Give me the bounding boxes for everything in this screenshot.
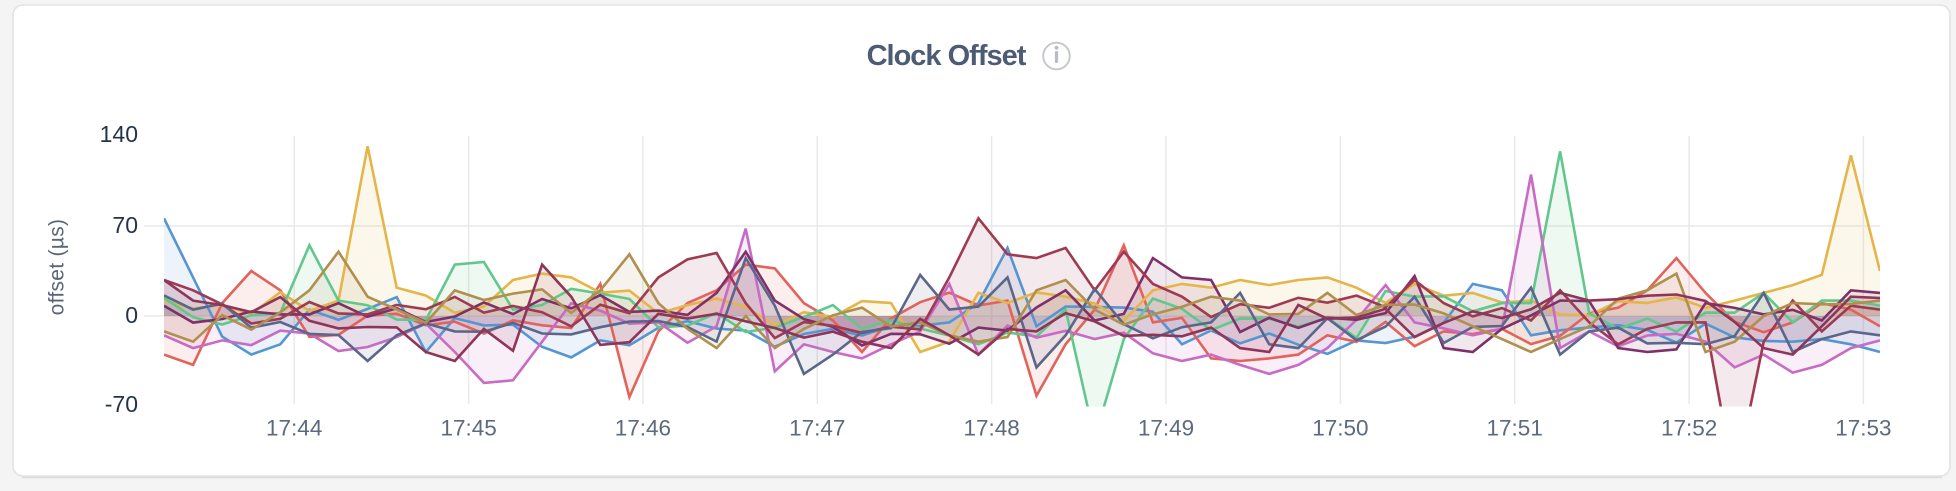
svg-text:17:44: 17:44 (266, 416, 322, 441)
svg-text:17:46: 17:46 (615, 416, 671, 441)
svg-text:offset (µs): offset (µs) (46, 219, 69, 316)
svg-text:17:52: 17:52 (1661, 416, 1717, 441)
svg-text:140: 140 (100, 121, 138, 147)
svg-text:Clock Offset: Clock Offset (867, 40, 1027, 72)
svg-text:17:50: 17:50 (1312, 416, 1368, 441)
svg-text:0: 0 (125, 302, 138, 328)
svg-text:17:45: 17:45 (440, 416, 496, 441)
svg-text:70: 70 (112, 212, 138, 238)
svg-text:-70: -70 (105, 391, 138, 417)
svg-text:17:53: 17:53 (1835, 416, 1891, 441)
svg-text:17:51: 17:51 (1487, 416, 1543, 441)
svg-text:17:49: 17:49 (1138, 416, 1194, 441)
svg-text:17:47: 17:47 (789, 416, 845, 441)
svg-text:17:48: 17:48 (963, 416, 1019, 441)
